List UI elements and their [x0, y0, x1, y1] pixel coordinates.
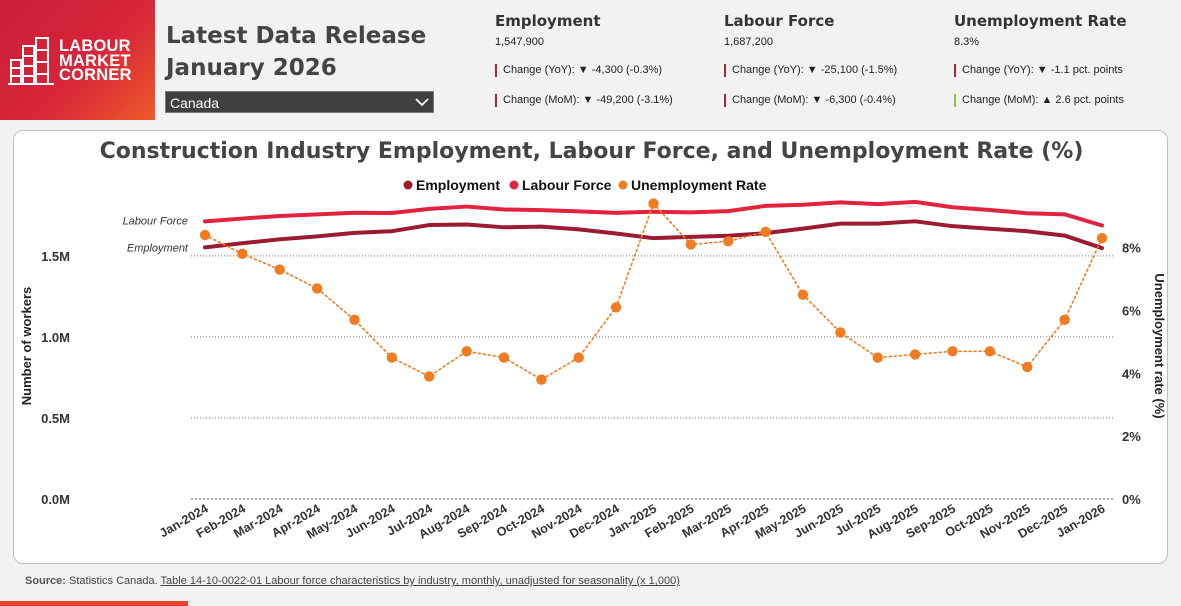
y-right-axis-title: Unemployment rate (%): [1152, 273, 1167, 418]
line-chart: 0.0M 0.5M 1.0M 1.5M 0% 2% 4% 6% 8% Number of work…: [19, 177, 1167, 542]
brand-line-2: MARKET: [59, 51, 131, 70]
legend-marker: [509, 180, 519, 190]
kpi-value: 1,547,900: [495, 36, 544, 48]
data-point: [237, 248, 248, 260]
brand-logo[interactable]: LABOUR MARKET CORNER: [0, 0, 155, 120]
data-point: [797, 289, 809, 300]
data-point: [274, 264, 285, 275]
region-select-value: Canada: [170, 95, 220, 111]
chart-title: Construction Industry Employment, Labour…: [99, 139, 1084, 164]
kpi-change-yoy-text: Change (YoY): ▼ -25,100 (-1.5%): [732, 64, 898, 76]
data-point: [685, 239, 697, 250]
data-point: [424, 371, 435, 382]
y-right-tick-label: 2%: [1122, 429, 1141, 444]
data-point: [723, 236, 734, 247]
data-point: [536, 374, 547, 385]
y-right-tick-label: 4%: [1122, 366, 1141, 381]
y-left-tick-label: 1.5M: [41, 249, 70, 264]
data-point: [199, 229, 211, 241]
kpi-labour-force: Labour Force 1,687,200 Change (YoY): ▼ -…: [724, 12, 897, 107]
series-line: [203, 219, 1104, 251]
data-point: [648, 198, 659, 209]
data-point: [461, 346, 472, 357]
source-note: Source: Statistics Canada. Table 14-10-0…: [25, 575, 680, 587]
page-title-line-1: Latest Data Release: [166, 23, 427, 49]
kpi-change-indicator: [954, 64, 956, 77]
kpi-change-mom-text: Change (MoM): ▼ -6,300 (-0.4%): [732, 94, 896, 106]
brand-line-1: LABOUR: [59, 37, 131, 55]
page-title-line-2: January 2026: [166, 55, 337, 81]
brand-line-3: CORNER: [59, 66, 132, 84]
y-left-tick-label: 0.0M: [41, 492, 70, 507]
data-point: [311, 283, 323, 294]
y-right-tick-label: 0%: [1122, 492, 1141, 507]
data-point: [947, 346, 958, 357]
source-label: Source:: [25, 575, 66, 587]
data-point: [610, 302, 622, 313]
legend-label: Employment: [416, 177, 500, 193]
kpi-change-yoy-text: Change (YoY): ▼ -1.1 pct. points: [962, 64, 1123, 76]
kpi-unemployment-rate: Unemployment Rate 8.3% Change (YoY): ▼ -…: [954, 12, 1127, 107]
data-point: [835, 327, 846, 338]
kpi-title: Unemployment Rate: [954, 12, 1127, 30]
legend-label: Unemployment Rate: [631, 177, 767, 193]
kpi-value: 1,687,200: [724, 36, 773, 48]
y-left-tick-label: 0.5M: [41, 411, 70, 426]
kpi-change-indicator: [495, 64, 497, 77]
chart-panel: Construction Industry Employment, Labour…: [13, 130, 1168, 564]
kpi-change-yoy: Change (YoY): ▼ -25,100 (-1.5%): [724, 64, 898, 77]
data-point: [498, 352, 510, 363]
chevron-down-icon[interactable]: [414, 95, 430, 109]
data-point: [1059, 314, 1070, 326]
kpi-change-mom-text: Change (MoM): ▼ -49,200 (-3.1%): [503, 94, 673, 106]
kpi-change-indicator: [495, 94, 497, 107]
data-point: [984, 346, 996, 357]
legend-label: Labour Force: [522, 177, 612, 193]
kpi-employment: Employment 1,547,900 Change (YoY): ▼ -4,…: [495, 12, 673, 107]
kpi-title: Employment: [495, 12, 601, 30]
data-point: [1096, 232, 1108, 244]
buildings-icon: [8, 37, 54, 85]
kpi-change-mom: Change (MoM): ▲ 2.6 pct. points: [954, 94, 1124, 107]
kpi-change-yoy: Change (YoY): ▼ -4,300 (-0.3%): [495, 64, 663, 77]
page-title: Latest Data Release January 2026: [166, 20, 426, 84]
kpi-value: 8.3%: [954, 36, 980, 48]
kpi-change-indicator: [954, 94, 956, 107]
source-link[interactable]: Table 14-10-0022-01 Labour force charact…: [160, 575, 680, 587]
source-text: Statistics Canada.: [65, 575, 161, 587]
y-right-tick-label: 6%: [1122, 303, 1141, 318]
series-line: [203, 199, 1104, 228]
data-point: [386, 352, 398, 363]
y-right-tick-label: 8%: [1122, 241, 1141, 256]
kpi-change-mom: Change (MoM): ▼ -49,200 (-3.1%): [495, 94, 673, 107]
brand-name: LABOUR MARKET CORNER: [59, 37, 132, 84]
y-left-axis-title: Number of workers: [19, 287, 34, 405]
y-left-tick-label: 1.0M: [41, 330, 70, 345]
series-label: Employment: [127, 242, 189, 254]
accent-bar: [0, 601, 188, 606]
kpi-change-indicator: [724, 64, 726, 77]
data-point: [872, 352, 883, 363]
legend-marker: [403, 180, 413, 190]
kpi-change-yoy: Change (YoY): ▼ -1.1 pct. points: [954, 64, 1123, 77]
series-label: Labour Force: [123, 215, 188, 227]
region-select[interactable]: Canada: [165, 91, 434, 113]
kpi-change-mom-text: Change (MoM): ▲ 2.6 pct. points: [962, 94, 1124, 106]
kpi-change-mom: Change (MoM): ▼ -6,300 (-0.4%): [724, 94, 896, 107]
kpi-change-yoy-text: Change (YoY): ▼ -4,300 (-0.3%): [503, 64, 663, 76]
legend-marker: [618, 180, 628, 190]
data-point: [760, 226, 771, 238]
data-point: [573, 352, 584, 363]
series-line: [204, 202, 1103, 381]
data-point: [1022, 361, 1033, 373]
kpi-change-indicator: [724, 94, 726, 107]
data-point: [349, 314, 360, 326]
kpi-title: Labour Force: [724, 12, 835, 30]
data-point: [909, 349, 921, 360]
